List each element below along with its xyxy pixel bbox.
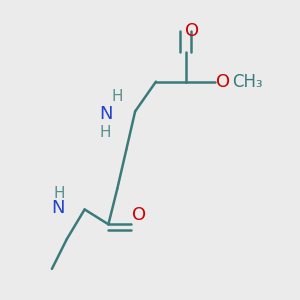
Text: O: O — [132, 206, 146, 224]
Text: N: N — [99, 105, 113, 123]
Text: CH₃: CH₃ — [232, 73, 262, 91]
Text: H: H — [54, 185, 65, 200]
Text: H: H — [100, 125, 111, 140]
Text: O: O — [216, 73, 230, 91]
Text: O: O — [185, 22, 199, 40]
Text: H: H — [112, 89, 123, 104]
Text: N: N — [51, 199, 65, 217]
